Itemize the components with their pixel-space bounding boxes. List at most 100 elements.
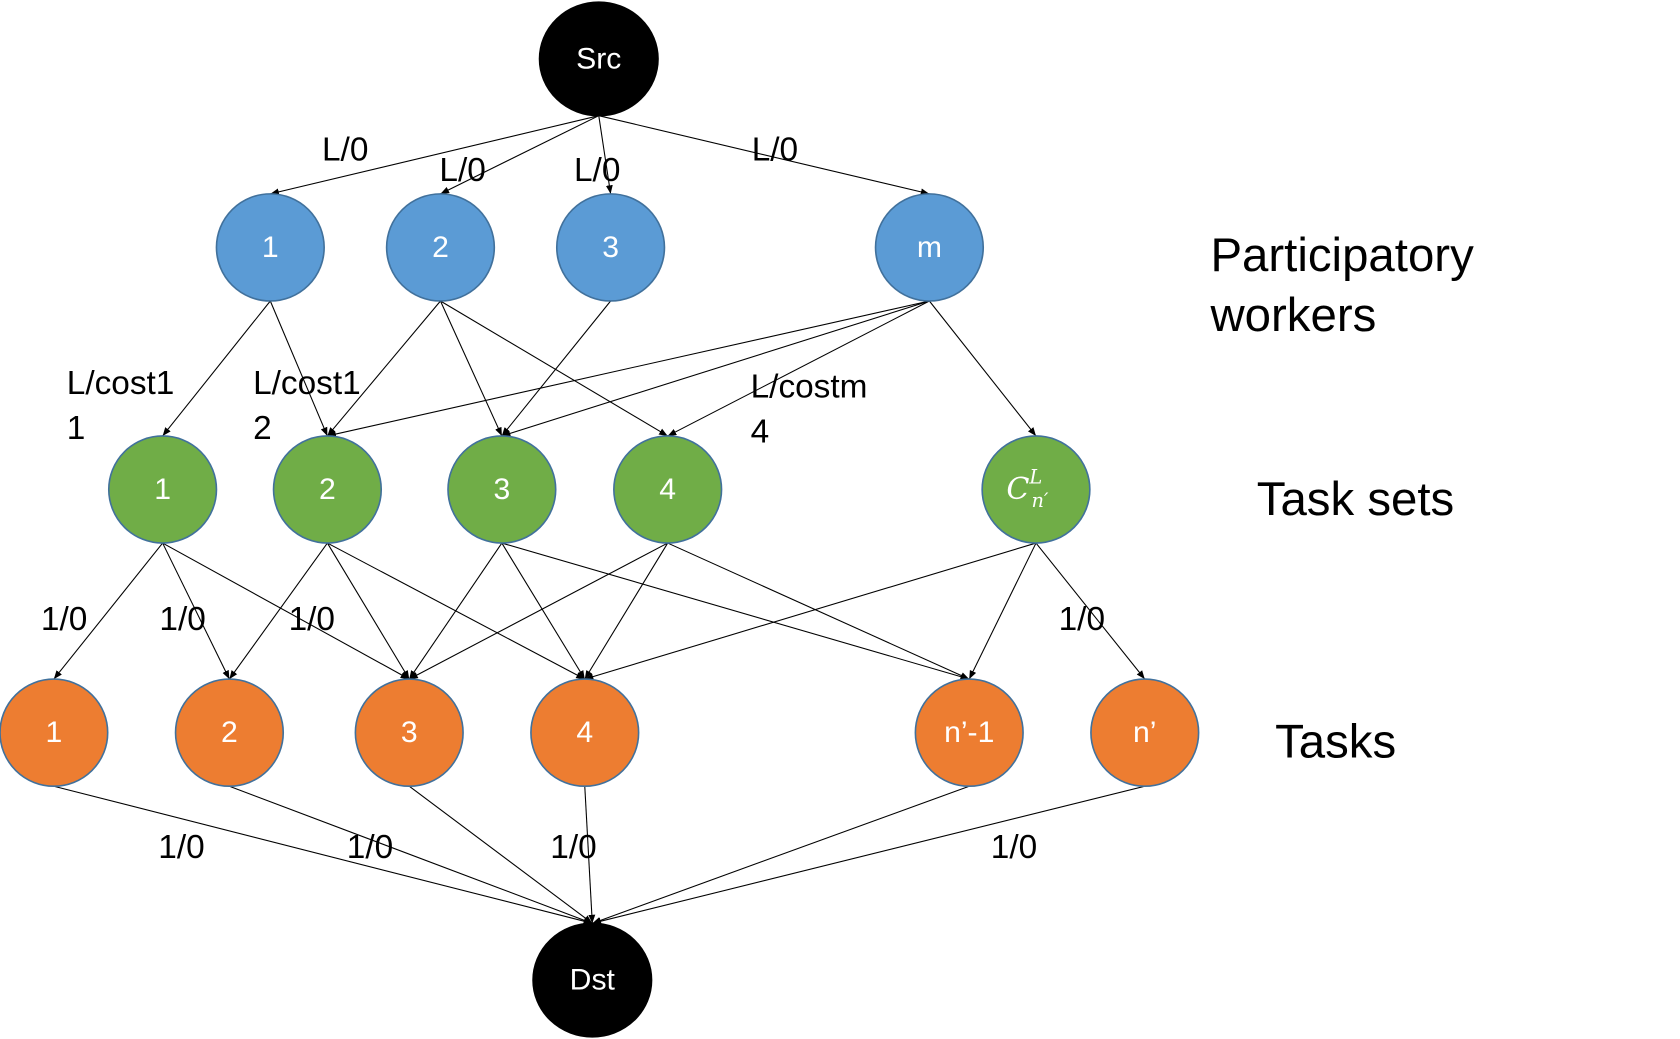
task-set-node-s3-circle <box>447 435 557 544</box>
edge-w3-s3 <box>501 300 612 437</box>
edge-sc-tn <box>1035 542 1146 680</box>
task-node-tn-circle <box>1090 678 1200 788</box>
edge-s1-t2 <box>162 542 230 680</box>
worker-node-wm-label: m <box>917 231 942 264</box>
task-node-t4-circle <box>530 678 640 788</box>
edge-s3-t4 <box>501 542 586 680</box>
task-set-node-s4: 4 <box>613 435 723 544</box>
source-node: Src <box>538 1 659 117</box>
edge-w2-s4 <box>440 300 668 437</box>
layer-labels: Participatory workers Task sets Tasks <box>1209 229 1474 768</box>
edge-src-w3 <box>598 115 613 194</box>
worker-node-w2: 2 <box>385 193 496 302</box>
edge-label-w1-s1-line2: 1 <box>67 410 86 447</box>
task-node-tn: n’ <box>1090 678 1200 788</box>
task-node-tn-label: n’ <box>1133 716 1156 749</box>
edge-label-task-dst: 1/0 <box>991 829 1037 866</box>
edge-labels: L/0 L/0 L/0 L/0 L/cost1 1 L/cost1 2 L/co… <box>41 132 1105 866</box>
task-node-t3-circle <box>354 678 464 788</box>
task-set-node-s1: 1 <box>107 435 218 544</box>
edge-s3-tn1 <box>501 542 970 680</box>
edge-label-task-dst: 1/0 <box>550 829 596 866</box>
worker-node-w3: 3 <box>555 193 666 302</box>
edge-t1-dst <box>53 785 593 925</box>
worker-node-wm-circle <box>874 193 985 302</box>
task-node-tn1-label: n’-1 <box>944 716 994 749</box>
edge-s4-tn1 <box>667 542 970 680</box>
edge-s3-t3 <box>408 542 503 680</box>
edge-s4-t4 <box>584 542 669 680</box>
task-set-node-s2: 2 <box>272 435 383 544</box>
task-node-t1: 1 <box>0 678 109 787</box>
edge-tn1-dst <box>592 785 970 924</box>
source-node-label: Src <box>576 42 621 75</box>
edge-src-w2 <box>440 115 600 195</box>
edge-label-task-dst: 1/0 <box>347 829 393 866</box>
edge-w2-s2 <box>326 300 441 437</box>
task-set-node-sc: CL n′ <box>981 435 1091 544</box>
worker-node-w3-circle <box>555 193 666 302</box>
task-set-node-sc-label: CL n′ <box>1006 465 1049 512</box>
task-node-t4-label: 4 <box>576 716 593 749</box>
edge-s4-t3 <box>408 542 668 680</box>
task-set-node-s2-label: 2 <box>319 473 336 506</box>
edge-wm-sc <box>928 300 1037 437</box>
task-set-node-s3: 3 <box>447 435 557 544</box>
task-set-node-s4-circle <box>613 435 723 544</box>
edge-label-src-w1: L/0 <box>322 132 368 169</box>
task-set-node-sc-circle <box>981 435 1091 544</box>
worker-node-w2-circle <box>385 193 496 302</box>
edge-w1-s2 <box>269 300 328 437</box>
sink-node-label: Dst <box>570 964 616 997</box>
sink-node-circle <box>532 922 653 1038</box>
edge-label-task-dst: 1/0 <box>158 829 204 866</box>
task-set-node-s2-circle <box>272 435 383 544</box>
edge-label-wm-s4-line2: 4 <box>751 413 770 450</box>
layer-label-workers-line2: workers <box>1209 289 1376 342</box>
sink-node: Dst <box>532 922 653 1038</box>
edge-label-set-task: 1/0 <box>1059 601 1105 638</box>
edge-s1-t1 <box>53 542 164 680</box>
edge-label-w1-s2: L/cost1 <box>253 365 361 402</box>
edge-tn-dst <box>592 785 1145 925</box>
edge-label-wm-s4: L/costm <box>751 368 868 405</box>
edge-s2-t3 <box>326 542 410 680</box>
edges <box>53 115 1146 925</box>
edge-label-set-task: 1/0 <box>41 601 87 638</box>
edge-w2-s3 <box>439 300 503 437</box>
task-node-tn1: n’-1 <box>914 678 1024 788</box>
edge-sc-tn1 <box>968 542 1037 680</box>
layer-label-workers: Participatory <box>1210 229 1474 282</box>
source-node-circle <box>538 1 659 117</box>
task-set-node-s1-label: 1 <box>154 473 171 506</box>
edge-w1-s1 <box>162 300 271 437</box>
task-node-t2-label: 2 <box>221 716 238 749</box>
edge-label-src-w2: L/0 <box>439 152 485 189</box>
task-set-node-s4-label: 4 <box>659 473 676 506</box>
task-set-node-s1-circle <box>107 435 218 544</box>
task-node-t2: 2 <box>174 678 285 788</box>
edge-label-set-task: 1/0 <box>289 601 335 638</box>
edge-label-w1-s1: L/cost1 <box>67 365 175 402</box>
edge-s1-t3 <box>162 542 410 680</box>
edge-t4-dst <box>584 786 596 924</box>
edge-wm-s4 <box>667 300 930 437</box>
nodes: Src Dst 1 2 3 m 1 2 3 4 CL n′ 1 2 3 4 n’-1 n’ <box>0 1 1200 1038</box>
task-node-t3-label: 3 <box>401 716 418 749</box>
task-node-t3: 3 <box>354 678 464 788</box>
task-set-node-s3-label: 3 <box>493 473 510 506</box>
edge-src-w1 <box>270 115 599 196</box>
task-node-tn1-circle <box>914 678 1024 788</box>
edge-label-src-w3: L/0 <box>574 152 620 189</box>
edge-wm-s3 <box>501 300 930 437</box>
edge-label-set-task: 1/0 <box>159 601 205 638</box>
layer-label-task-sets: Task sets <box>1257 473 1454 526</box>
edge-label-w1-s2-line2: 2 <box>253 410 272 447</box>
worker-node-wm: m <box>874 193 985 302</box>
edge-label-src-wm: L/0 <box>752 132 798 169</box>
task-node-t1-circle <box>0 678 109 787</box>
edge-src-wm <box>598 115 930 196</box>
layer-label-tasks: Tasks <box>1275 715 1396 768</box>
worker-node-w3-label: 3 <box>602 231 619 264</box>
